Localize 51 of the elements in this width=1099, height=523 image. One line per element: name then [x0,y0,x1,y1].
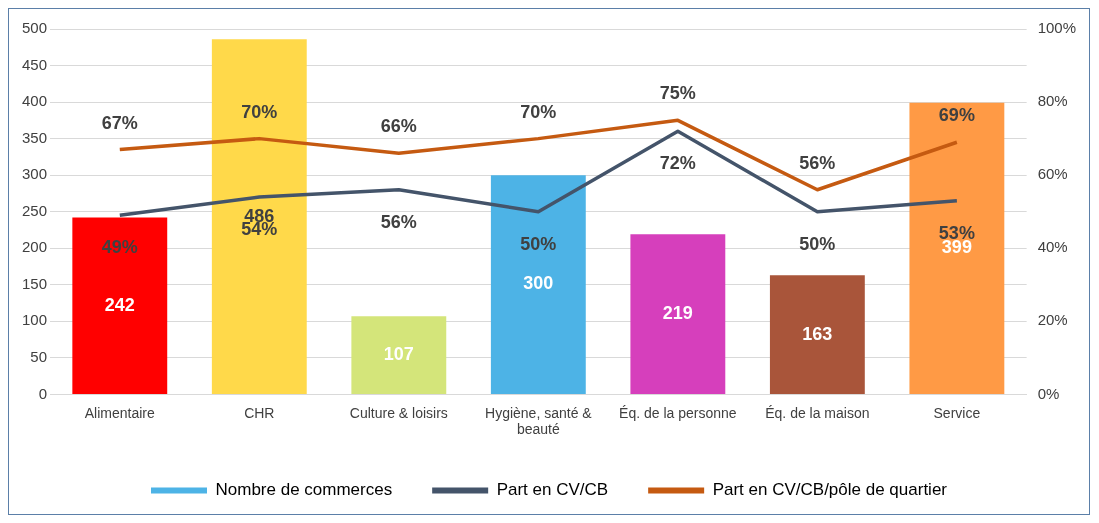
bar [351,316,447,394]
y2-tick-label: 80% [1037,92,1068,110]
y2-tick-label: 20% [1037,311,1068,329]
y-tick-label: 300 [22,165,48,183]
x-tick-label: Service [933,404,981,421]
y2-tick-label: 40% [1037,238,1068,256]
legend-label: Nombre de commerces [215,480,393,500]
data-label: 50% [799,233,836,254]
data-label: 56% [799,152,836,173]
y2-tick-label: 0% [1037,384,1060,402]
y-tick-label: 100 [22,311,48,329]
x-tick-label: Culture & loisirs [349,404,448,421]
data-label: 72% [659,153,696,174]
x-tick-label: Éq. de la maison [765,404,870,421]
x-tick-label: Éq. de la personne [619,404,737,421]
y-tick-label: 0 [38,384,48,402]
y-tick-label: 250 [22,201,48,219]
data-label: 66% [380,116,417,137]
data-label: 67% [101,112,138,133]
y-tick-label: 350 [22,128,48,146]
data-label: 70% [241,101,278,122]
bar [769,275,865,394]
y-tick-label: 500 [22,19,48,37]
bar [211,39,307,394]
y-tick-label: 150 [22,274,48,292]
data-label: 69% [938,105,975,126]
bar [630,234,726,394]
y-tick-label: 200 [22,238,48,256]
x-tick-label: CHR [244,404,275,421]
x-tick-label: Hygiène, santé & beauté [485,404,593,438]
data-label: 49% [101,237,138,258]
data-label: 50% [520,233,557,254]
y2-tick-label: 60% [1037,165,1068,183]
data-label: 163 [802,323,833,344]
legend-label: Part en CV/CB/pôle de quartier [712,480,948,500]
x-tick-label: Alimentaire [84,404,156,421]
y-tick-label: 400 [22,92,48,110]
bar [909,102,1005,394]
data-label: 300 [523,273,554,294]
data-label: 242 [104,294,135,315]
data-label: 107 [383,344,414,365]
y-tick-label: 450 [22,55,48,73]
data-label: 219 [662,303,693,324]
bar [490,175,586,394]
data-label: 56% [380,211,417,232]
y2-tick-label: 100% [1037,19,1077,37]
y-tick-label: 50 [30,348,48,365]
legend-label: Part en CV/CB [496,480,609,500]
bar [72,217,168,394]
data-label: 75% [659,83,696,104]
data-label: 70% [520,101,557,122]
